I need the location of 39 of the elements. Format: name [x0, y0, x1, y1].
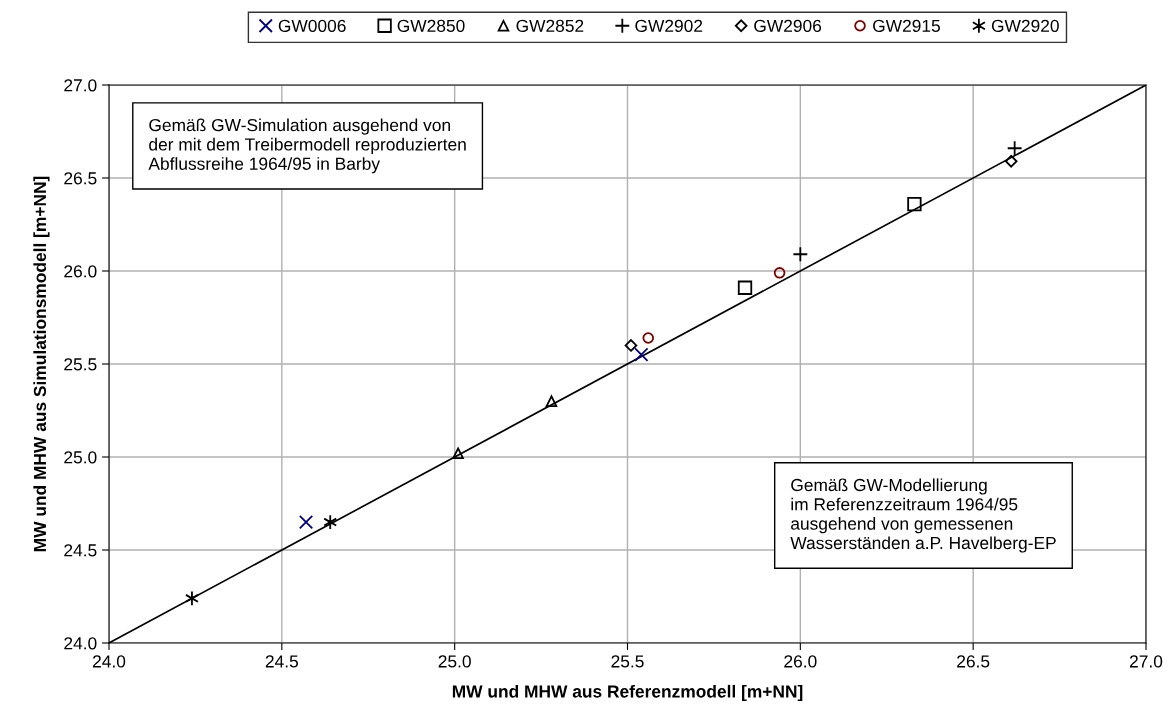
- legend-label: GW2902: [635, 19, 703, 32]
- legend-label: GW0006: [278, 19, 346, 32]
- point: [907, 196, 922, 212]
- legend-label: GW2850: [397, 19, 465, 32]
- legend-label: GW2920: [991, 19, 1059, 32]
- x-tick-label: 24.0: [92, 655, 126, 668]
- x-tick-label: 25.0: [438, 655, 471, 668]
- y-tick-label: 26.0: [64, 265, 97, 278]
- y-tick-label: 25.0: [64, 451, 97, 464]
- x-tick-label: 26.0: [784, 655, 817, 668]
- legend-label: GW2915: [873, 19, 940, 32]
- y-tick-label: 24.5: [64, 544, 97, 557]
- point: [323, 514, 338, 530]
- point: [452, 447, 464, 460]
- point: [185, 590, 199, 607]
- legend-label: GW2906: [754, 19, 822, 32]
- y-tick-label: 25.5: [64, 358, 97, 371]
- point: [642, 332, 655, 344]
- point: [624, 339, 638, 352]
- y-tick-label: 26.5: [64, 172, 97, 185]
- annotation: Gemäß GW-Simulation ausgehend von der mit dem Treibermodell reproduzierten Abflussreihe 1964/95 in Barby: [148, 118, 466, 174]
- y-tick-label: 27.0: [64, 79, 97, 92]
- point: [773, 267, 786, 279]
- point: [1006, 140, 1023, 157]
- x-axis-title: MW und MHW aus Referenzmodell [m+NN]: [452, 684, 803, 702]
- x-tick-label: 26.5: [957, 655, 990, 668]
- x-tick-label: 24.5: [265, 655, 298, 668]
- point: [545, 395, 558, 407]
- y-tick-label: 24.0: [64, 637, 97, 650]
- annotation: Gemäß GW-Modellierung im Referenzzeitraum 1964/95 ausgehend von gemessenen Wasserständen a.P. Havelberg-EP: [790, 478, 1056, 553]
- point: [634, 347, 649, 362]
- point: [792, 246, 809, 263]
- x-tick-label: 27.0: [1129, 655, 1163, 668]
- point: [737, 280, 753, 295]
- x-tick-label: 25.5: [611, 655, 644, 668]
- point: [1004, 154, 1018, 168]
- y-axis-title: MW und MHW aus Simulationsmodell [m+NN]: [33, 176, 50, 552]
- point: [298, 514, 314, 530]
- legend-label: GW2852: [516, 19, 584, 32]
